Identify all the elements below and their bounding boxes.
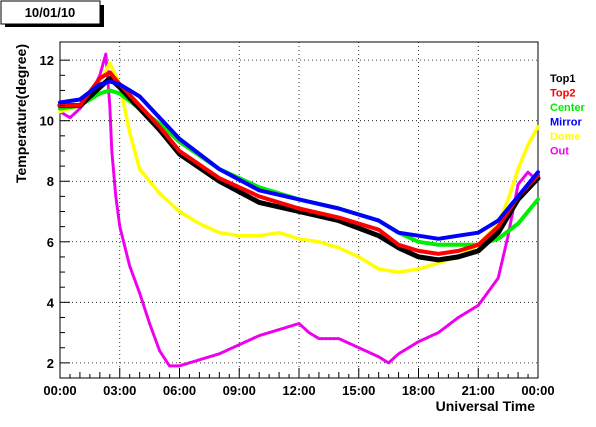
legend: Top1 Top2 Center Mirror Dome Out — [550, 73, 586, 158]
chart-title: 10/01/10 — [25, 5, 76, 20]
x-tick-label: 09:00 — [223, 383, 256, 398]
legend-label-top2: Top2 — [550, 88, 575, 100]
series-layer — [57, 52, 541, 368]
legend-label-mirror: Mirror — [550, 117, 583, 129]
x-tick-label: 00:00 — [43, 383, 76, 398]
axes: 00:00 03:00 06:00 09:00 12:00 15:00 18:00 21:00… — [40, 53, 555, 398]
x-axis-label: Universal Time — [436, 398, 536, 414]
grid-lines — [60, 42, 538, 378]
chart-title-box: 10/01/10 — [0, 0, 104, 27]
x-tick-label: 03:00 — [103, 383, 136, 398]
x-tick-label: 06:00 — [163, 383, 196, 398]
y-tick-label: 4 — [47, 295, 55, 310]
x-tick-label: 12:00 — [282, 383, 315, 398]
legend-label-top1: Top1 — [550, 73, 575, 85]
y-axis-label: Temperature(degree) — [13, 44, 29, 183]
y-tick-label: 6 — [47, 235, 54, 250]
y-tick-label: 10 — [40, 114, 54, 129]
series-line-out — [58, 52, 540, 368]
legend-label-out: Out — [550, 146, 569, 158]
x-tick-label: 21:00 — [462, 383, 495, 398]
x-tick-label: 18:00 — [402, 383, 435, 398]
legend-label-dome: Dome — [550, 131, 581, 143]
series-line-top2 — [58, 70, 540, 256]
y-tick-label: 2 — [47, 356, 54, 371]
x-tick-label: 00:00 — [521, 383, 554, 398]
series-line-mirror — [58, 79, 540, 241]
y-tick-label: 8 — [47, 174, 54, 189]
y-tick-label: 12 — [40, 53, 54, 68]
x-tick-label: 15:00 — [342, 383, 375, 398]
legend-label-center: Center — [550, 102, 586, 114]
